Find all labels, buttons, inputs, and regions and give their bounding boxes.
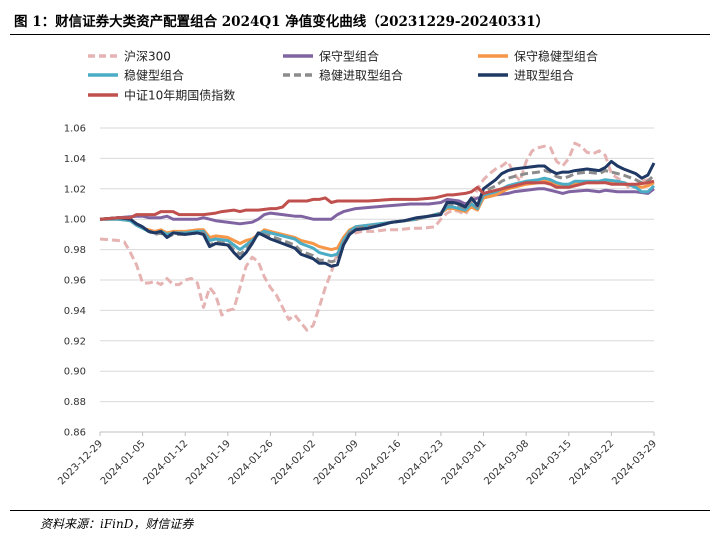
series-line [99,159,656,268]
y-tick-label: 0.88 [64,397,86,408]
legend-label: 稳健进取型组合 [319,68,403,83]
x-tick-label: 2024-01-05 [99,438,148,487]
x-tick-label: 2024-02-16 [355,438,404,487]
x-tick-label: 2024-03-29 [610,438,659,487]
source-note: 资料来源：iFinD，财信证券 [40,517,194,531]
title-rule [10,34,710,35]
x-tick-label: 2024-02-23 [397,438,446,487]
legend-label: 进取型组合 [514,68,574,83]
x-tick-label: 2024-03-08 [482,438,531,487]
y-tick-label: 1.02 [64,184,86,195]
legend-label: 中证10年期国债指数 [124,88,235,103]
x-tick-label: 2024-01-19 [184,438,233,487]
legend-label: 稳健型组合 [124,68,184,83]
y-tick-label: 1.06 [64,124,86,135]
series-line [99,187,655,226]
series-line [99,141,655,332]
x-axis: 2023-12-292024-01-052024-01-122024-01-19… [56,431,659,487]
x-tick-label: 2024-03-22 [568,438,617,487]
y-axis-ticks: 1.06 1.04 1.02 1.00 0.98 0.96 0.94 0.92 0.90 0.88… [64,124,86,439]
chart-grid [100,127,654,433]
y-tick-label: 0.98 [64,245,86,256]
y-tick-label: 0.96 [64,276,86,287]
footer-rule [10,510,710,511]
x-tick-label: 2024-03-15 [525,438,574,487]
legend-label: 保守稳健型组合 [514,49,598,64]
y-tick-label: 0.94 [64,306,86,317]
y-tick-label: 0.86 [64,428,86,439]
x-tick-label: 2024-01-12 [141,438,190,487]
x-tick-label: 2024-03-01 [440,438,489,487]
y-tick-label: 0.90 [64,367,86,378]
series-line [100,176,656,258]
chart-series [99,141,656,332]
x-tick-label: 2024-01-26 [227,438,276,487]
x-tick-label: 2023-12-29 [56,438,105,487]
y-tick-label: 1.00 [64,215,86,226]
y-tick-label: 0.92 [64,336,86,347]
figure-title: 图 1：财信证券大类资产配置组合 2024Q1 净值变化曲线（20231229-… [14,14,550,30]
y-tick-label: 1.04 [64,154,86,165]
legend-label: 保守型组合 [319,49,379,64]
x-tick-label: 2024-02-09 [312,438,361,487]
legend-label: 沪深300 [124,50,171,64]
series-line [99,179,655,221]
x-tick-label: 2024-02-02 [269,438,318,487]
